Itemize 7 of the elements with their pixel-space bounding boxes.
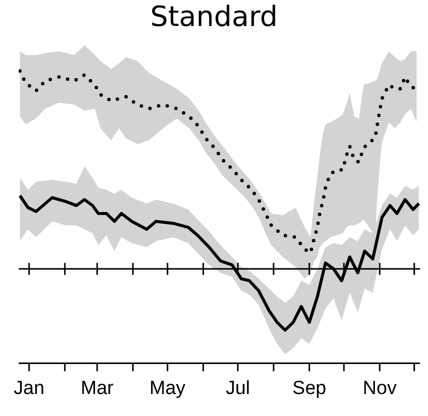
x-tick-label: Sep — [292, 378, 326, 399]
x-tick-label: Jan — [14, 378, 44, 399]
x-tick-label: Jul — [226, 378, 250, 399]
chart-title: Standard — [149, 0, 279, 34]
x-tick-label: May — [150, 378, 186, 399]
x-tick-label: Nov — [362, 378, 398, 399]
x-tick-label: Mar — [80, 378, 114, 399]
